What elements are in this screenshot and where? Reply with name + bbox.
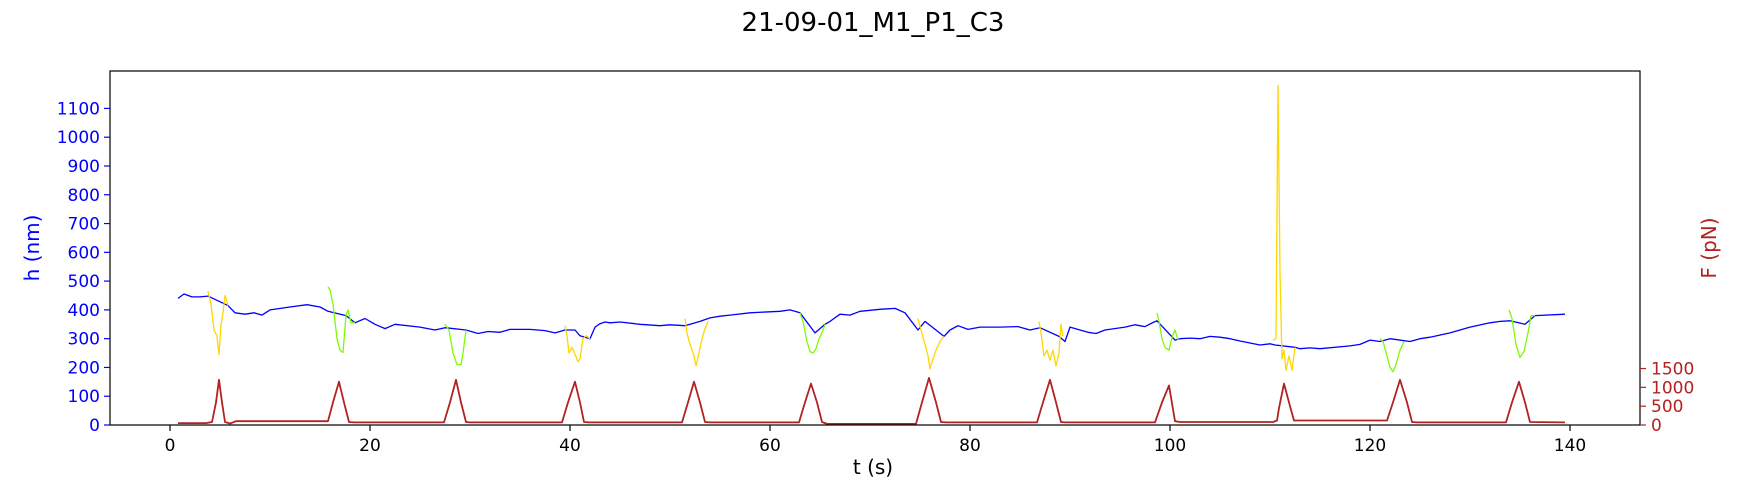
x-tick-label: 120 — [1354, 436, 1386, 456]
y-left-tick-label: 800 — [68, 186, 100, 206]
x-tick-label: 100 — [1154, 436, 1186, 456]
height-series-line-5 — [684, 318, 709, 367]
height-series-line-11 — [1379, 338, 1405, 373]
y-axis-label-left: h (nm) — [20, 215, 44, 282]
force-series-line-13 — [178, 377, 1566, 425]
height-series-line-12 — [1508, 309, 1535, 359]
y-left-tick-label: 100 — [68, 387, 100, 407]
y-left-tick-label: 300 — [68, 330, 100, 350]
y-left-tick-label: 400 — [68, 301, 100, 321]
height-series-line-10 — [1272, 84, 1296, 371]
y-left-tick-label: 1100 — [57, 99, 100, 119]
y-left-tick-label: 1000 — [57, 128, 100, 148]
height-series-line-2 — [327, 286, 355, 354]
y-right-tick-label: 500 — [1651, 397, 1683, 417]
height-series-line-3 — [444, 323, 467, 366]
x-tick-label: 20 — [359, 436, 381, 456]
y-right-tick-label: 1500 — [1651, 360, 1694, 380]
chart-title: 21-09-01_M1_P1_C3 — [742, 8, 1005, 38]
height-series-line-1 — [207, 291, 229, 356]
height-series-line-7 — [917, 318, 945, 370]
y-left-tick-label: 200 — [68, 358, 100, 378]
y-left-tick-label: 700 — [68, 215, 100, 235]
y-axis-label-right: F (pN) — [1697, 217, 1721, 278]
x-tick-label: 60 — [759, 436, 781, 456]
x-tick-label: 80 — [959, 436, 981, 456]
y-right-tick-label: 1000 — [1651, 378, 1694, 398]
x-tick-label: 140 — [1554, 436, 1586, 456]
y-left-tick-label: 900 — [68, 157, 100, 177]
y-left-tick-label: 500 — [68, 272, 100, 292]
height-series-line-6 — [799, 312, 826, 354]
y-left-tick-label: 600 — [68, 243, 100, 263]
height-series-line-0 — [177, 293, 1566, 350]
x-tick-label: 0 — [165, 436, 176, 456]
ticks-layer: 0 20 40 60 80 100 120 140 0 100 200 300 400 500 600 700… — [57, 99, 1695, 456]
x-axis-label: t (s) — [853, 455, 893, 479]
height-series-line-9 — [1156, 312, 1179, 351]
height-series-line-8 — [1038, 321, 1064, 367]
series-layer — [177, 84, 1566, 425]
plot-frame — [109, 70, 1641, 426]
y-left-tick-label: 0 — [89, 416, 100, 436]
height-series-line-4 — [564, 325, 591, 363]
x-tick-label: 40 — [559, 436, 581, 456]
y-right-tick-label: 0 — [1651, 416, 1662, 436]
